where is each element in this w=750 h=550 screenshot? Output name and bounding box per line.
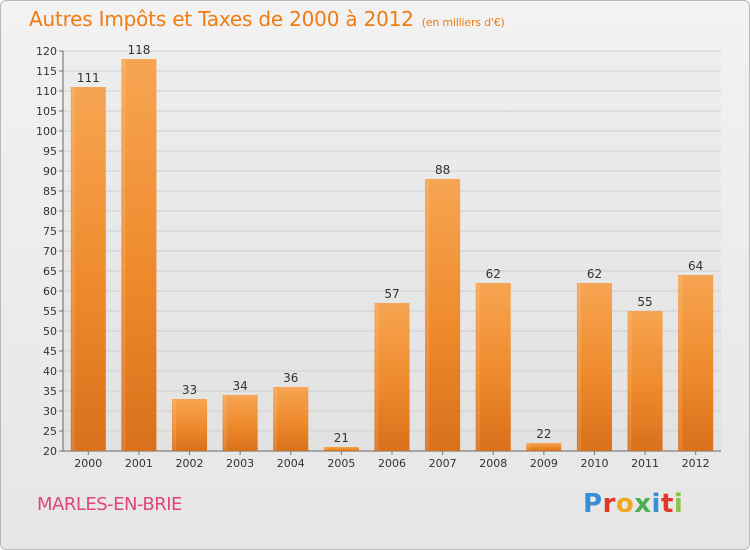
y-tick-label: 20: [43, 445, 57, 458]
data-label: 88: [435, 163, 450, 177]
bar-2010: [576, 283, 612, 451]
bar-highlight: [375, 304, 379, 450]
x-tick-label: 2012: [682, 457, 710, 470]
logo-letter: t: [660, 489, 674, 519]
bar-highlight: [71, 88, 75, 450]
y-tick-label: 80: [43, 205, 57, 218]
y-tick-label: 105: [36, 105, 57, 118]
x-tick-label: 2005: [327, 457, 355, 470]
data-label: 111: [77, 71, 100, 85]
chart-title-text: Autres Impôts et Taxes de 2000 à 2012: [29, 7, 414, 31]
x-tick-label: 2006: [378, 457, 406, 470]
x-tick-label: 2004: [277, 457, 305, 470]
data-label: 34: [233, 379, 248, 393]
y-tick-label: 45: [43, 345, 57, 358]
y-tick-label: 75: [43, 225, 57, 238]
y-tick-label: 35: [43, 385, 57, 398]
y-tick-label: 120: [36, 45, 57, 58]
data-label: 33: [182, 383, 197, 397]
data-label: 55: [637, 295, 652, 309]
y-tick-label: 55: [43, 305, 57, 318]
bar-highlight: [527, 444, 531, 450]
bar-highlight: [476, 284, 480, 450]
y-tick-label: 60: [43, 285, 57, 298]
data-label: 36: [283, 371, 298, 385]
logo-letter: o: [615, 489, 635, 519]
y-tick-label: 95: [43, 145, 57, 158]
bar-highlight: [679, 276, 683, 450]
logo-letter: i: [651, 489, 661, 519]
x-tick-label: 2008: [479, 457, 507, 470]
logo-letter: x: [634, 489, 652, 519]
data-label: 22: [536, 427, 551, 441]
bar-highlight: [324, 448, 328, 450]
y-tick-label: 50: [43, 325, 57, 338]
bar-highlight: [173, 400, 177, 450]
bar-2011: [627, 311, 663, 451]
y-tick-label: 40: [43, 365, 57, 378]
bar-highlight: [577, 284, 581, 450]
x-tick-label: 2001: [125, 457, 153, 470]
bar-2002: [172, 399, 208, 451]
bar-2012: [678, 275, 714, 451]
y-tick-label: 85: [43, 185, 57, 198]
x-tick-label: 2010: [580, 457, 608, 470]
bar-2008: [475, 283, 511, 451]
proxiti-logo: Proxiti: [583, 489, 683, 519]
data-label: 21: [334, 431, 349, 445]
logo-letter: r: [602, 489, 616, 519]
y-tick-label: 30: [43, 405, 57, 418]
data-label: 57: [384, 287, 399, 301]
logo-letter: P: [583, 489, 603, 519]
data-label: 62: [486, 267, 501, 281]
bar-highlight: [274, 388, 278, 450]
x-tick-label: 2007: [429, 457, 457, 470]
chart-subtitle: (en milliers d'€): [421, 16, 505, 29]
bar-2001: [121, 59, 157, 451]
data-label: 62: [587, 267, 602, 281]
y-tick-label: 110: [36, 85, 57, 98]
data-label: 64: [688, 259, 703, 273]
y-tick-label: 70: [43, 245, 57, 258]
bar-2003: [222, 395, 258, 451]
y-tick-label: 25: [43, 425, 57, 438]
chart-title: Autres Impôts et Taxes de 2000 à 2012 (en…: [29, 7, 505, 31]
logo-letter: i: [673, 489, 684, 519]
x-tick-label: 2011: [631, 457, 659, 470]
x-tick-label: 2003: [226, 457, 254, 470]
y-tick-label: 115: [36, 65, 57, 78]
y-tick-label: 100: [36, 125, 57, 138]
bar-highlight: [122, 60, 126, 450]
x-tick-label: 2002: [176, 457, 204, 470]
data-label: 118: [127, 43, 150, 57]
bar-2006: [374, 303, 410, 451]
y-tick-label: 65: [43, 265, 57, 278]
bar-highlight: [628, 312, 632, 450]
bar-2007: [425, 179, 461, 451]
x-tick-label: 2009: [530, 457, 558, 470]
x-tick-label: 2000: [74, 457, 102, 470]
place-name: MARLES-EN-BRIE: [37, 494, 182, 515]
bar-2004: [273, 387, 309, 451]
bar-2005: [323, 447, 359, 451]
bar-highlight: [426, 180, 430, 450]
bar-2009: [526, 443, 562, 451]
bar-2000: [70, 87, 106, 451]
bar-highlight: [223, 396, 227, 450]
y-tick-label: 90: [43, 165, 57, 178]
